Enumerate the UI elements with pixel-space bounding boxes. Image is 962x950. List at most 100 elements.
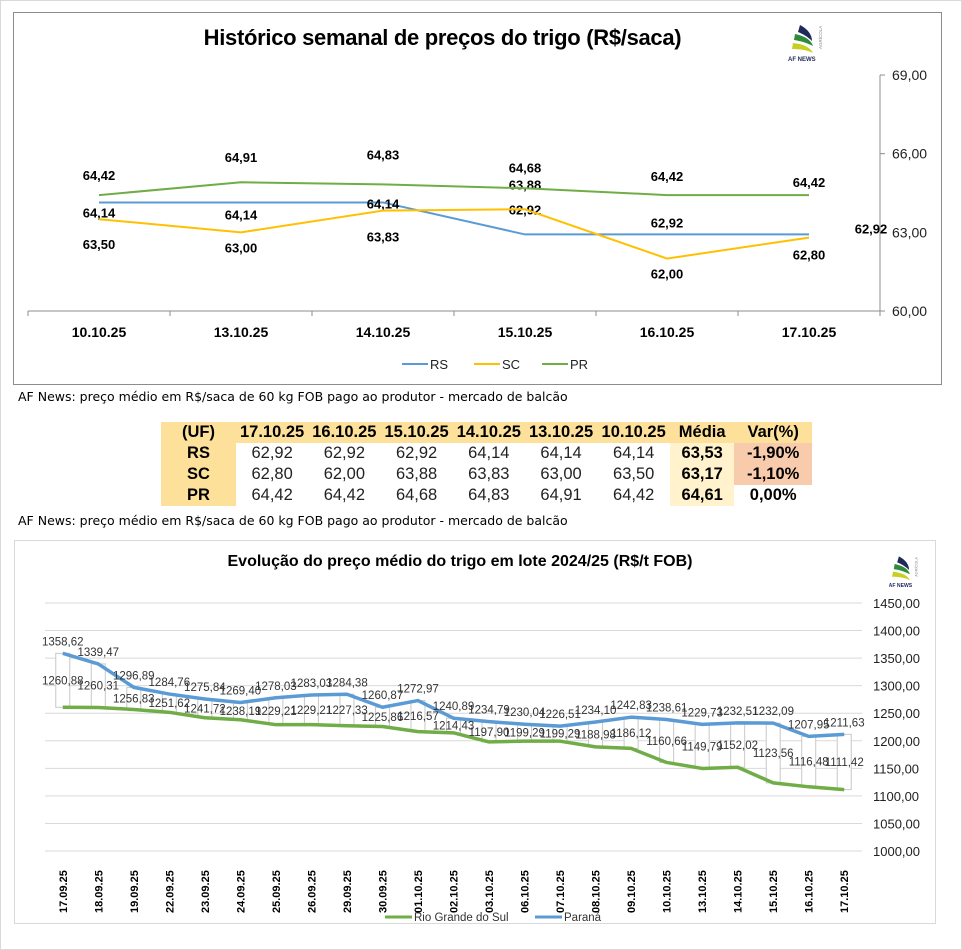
row-value: 64,42 — [251, 486, 293, 504]
row-value: 64,68 — [395, 486, 438, 504]
y-tick-label: 1300,00 — [873, 679, 920, 694]
row-value: 62,92 — [395, 444, 438, 462]
data-label-parana: 1207,95 — [788, 719, 830, 731]
x-tick-label: 13.10.25 — [697, 870, 709, 913]
legend-label-pr: PR — [570, 357, 588, 372]
data-label-rs: 64,14 — [83, 205, 116, 220]
y-tick-label: 1250,00 — [873, 706, 920, 721]
data-label-parana: 1284,76 — [149, 677, 191, 689]
series-line-sc — [98, 208, 810, 260]
x-tick-label: 08.10.25 — [591, 870, 603, 913]
x-tick-label: 25.09.25 — [271, 870, 283, 913]
data-label-parana: 1234,10 — [575, 705, 617, 717]
legend-label-parana: Paraná — [564, 912, 602, 924]
y-tick-label: 1450,00 — [873, 596, 920, 611]
x-tick-label: 10.10.25 — [662, 870, 674, 913]
data-label-pr: 64,42 — [793, 175, 826, 190]
data-label-rio-grande-do-sul: 1116,48 — [789, 757, 829, 769]
logo-text: AF NEWS — [889, 583, 913, 589]
x-tick-label: 10.10.25 — [72, 324, 127, 340]
header-date: 16.10.25 — [308, 422, 381, 443]
row-uf: RS — [161, 443, 236, 464]
header-date: 13.10.25 — [524, 422, 598, 443]
data-label-rio-grande-do-sul: 1251,62 — [149, 698, 191, 710]
data-label-rio-grande-do-sul: 1260,31 — [77, 681, 119, 693]
series-line-rs — [99, 201, 809, 236]
row-media: 63,53 — [670, 443, 735, 464]
data-label-rio-grande-do-sul: 1225,86 — [362, 712, 404, 724]
data-label-rio-grande-do-sul: 1238,19 — [220, 706, 262, 718]
y-tick-label: 66,00 — [892, 146, 927, 162]
legend-label-sc: SC — [502, 357, 520, 372]
data-label-parana: 1284,38 — [326, 677, 368, 689]
row-value: 64,42 — [613, 486, 655, 504]
data-label-rio-grande-do-sul: 1216,57 — [397, 711, 439, 723]
data-label-sc: 63,88 — [509, 177, 542, 192]
data-label-parana: 1275,84 — [184, 682, 226, 694]
x-tick-label: 09.10.25 — [626, 870, 638, 913]
logo-tag: AGRÍCOLA — [817, 26, 823, 49]
x-tick-label: 01.10.25 — [413, 870, 425, 913]
row-var: 0,00% — [734, 485, 813, 506]
series-line-pr — [98, 181, 809, 197]
price-table: (UF) 17.10.25 16.10.25 15.10.25 14.10.25… — [161, 422, 813, 506]
weekly-price-chart: Histórico semanal de preços do trigo (R$… — [13, 12, 942, 385]
row-uf: PR — [161, 485, 236, 506]
x-tick-label: 17.09.25 — [58, 870, 70, 913]
x-tick-label: 06.10.25 — [520, 870, 532, 913]
series-line-parana — [62, 651, 845, 739]
lot-chart-title: Evolução do preço médio do trigo em lote… — [227, 553, 693, 570]
data-label-parana: 1230,04 — [504, 707, 546, 719]
high-low-bar — [836, 733, 852, 791]
header-uf: (UF) — [161, 422, 236, 443]
x-tick-label: 17.10.25 — [839, 870, 851, 913]
x-tick-label: 16.10.25 — [804, 870, 816, 913]
lot-price-chart: Evolução do preço médio do trigo em lote… — [14, 540, 936, 924]
table-header-row: (UF) 17.10.25 16.10.25 15.10.25 14.10.25… — [161, 422, 813, 443]
row-value: 62,80 — [251, 465, 293, 483]
row-value: 64,14 — [468, 444, 510, 462]
data-label-sc: 62,80 — [793, 248, 826, 263]
data-label-parana: 1238,61 — [646, 702, 688, 714]
row-value: 63,88 — [395, 465, 438, 483]
data-label-parana: 1240,89 — [433, 701, 475, 713]
row-value: 63,00 — [540, 465, 582, 483]
header-date: 17.10.25 — [236, 422, 309, 443]
data-label-rio-grande-do-sul: 1260,88 — [42, 675, 84, 687]
series-line-rio-grande-do-sul — [62, 705, 845, 792]
y-tick-label: 1100,00 — [873, 789, 919, 804]
row-var: -1,10% — [734, 464, 813, 485]
x-tick-label: 07.10.25 — [555, 870, 567, 913]
row-value: 63,50 — [613, 465, 655, 483]
data-label-rio-grande-do-sul: 1199,29 — [504, 728, 545, 740]
x-tick-label: 16.10.25 — [640, 324, 695, 340]
logo-tag: AGRÍCOLA — [915, 557, 919, 577]
row-value: 63,83 — [468, 465, 510, 483]
data-label-pr: 64,42 — [83, 168, 116, 183]
lot-chart-plot: 1000,00 1050,00 1100,00 1150,00 1200,00 1250,… — [42, 596, 920, 924]
data-label-rio-grande-do-sul: 1111,42 — [825, 757, 864, 769]
data-label-parana: 1358,62 — [42, 636, 84, 648]
x-tick-label: 15.10.25 — [498, 324, 553, 340]
data-label-rio-grande-do-sul: 1199,29 — [540, 729, 581, 741]
afnews-logo-icon: AF NEWS AGRÍCOLA — [788, 25, 823, 63]
data-label-rio-grande-do-sul: 1197,90 — [469, 727, 510, 739]
row-value: 62,00 — [323, 465, 365, 483]
table-row: SC 62,80 62,00 63,88 63,83 63,00 63,50 6… — [161, 464, 813, 485]
y-tick-label: 60,00 — [892, 303, 927, 319]
table-caption: AF News: preço médio em R$/saca de 60 kg… — [18, 513, 568, 528]
data-label-parana: 1296,89 — [113, 670, 155, 682]
header-date: 14.10.25 — [452, 422, 525, 443]
y-tick-label: 1000,00 — [873, 844, 920, 859]
row-value: 64,91 — [540, 486, 582, 504]
x-tick-label: 30.09.25 — [377, 870, 389, 913]
data-label-rio-grande-do-sul: 1149,79 — [682, 741, 723, 753]
row-value: 64,83 — [468, 486, 510, 504]
data-label-rio-grande-do-sul: 1186,12 — [611, 728, 652, 740]
data-label-parana: 1211,63 — [824, 717, 865, 729]
data-label-parana: 1232,51 — [717, 706, 759, 718]
data-label-rs: 62,92 — [651, 215, 684, 230]
row-media: 63,17 — [670, 464, 735, 485]
data-label-rio-grande-do-sul: 1214,43 — [433, 721, 475, 733]
data-label-rio-grande-do-sul: 1229,21 — [291, 705, 333, 717]
